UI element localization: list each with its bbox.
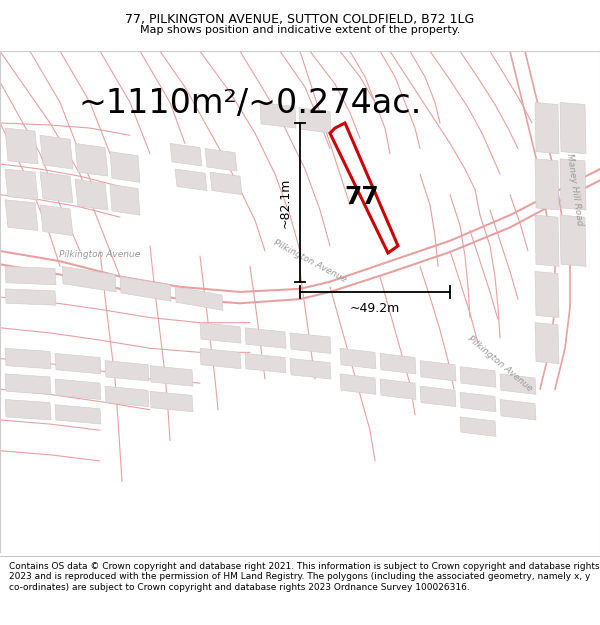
Polygon shape bbox=[560, 159, 586, 210]
Text: 77: 77 bbox=[344, 185, 379, 209]
Polygon shape bbox=[380, 379, 416, 399]
Polygon shape bbox=[535, 271, 559, 318]
Polygon shape bbox=[460, 367, 496, 388]
Text: Pilkington Avenue: Pilkington Avenue bbox=[466, 334, 534, 393]
Polygon shape bbox=[205, 149, 237, 171]
Polygon shape bbox=[110, 184, 140, 215]
Polygon shape bbox=[299, 107, 331, 133]
Polygon shape bbox=[340, 348, 376, 369]
Polygon shape bbox=[5, 348, 51, 369]
Text: Pilkington Avenue: Pilkington Avenue bbox=[272, 238, 348, 284]
Polygon shape bbox=[62, 266, 116, 292]
Polygon shape bbox=[55, 404, 101, 424]
Polygon shape bbox=[535, 159, 559, 210]
Polygon shape bbox=[420, 386, 456, 407]
Text: ~49.2m: ~49.2m bbox=[350, 302, 400, 315]
Polygon shape bbox=[40, 205, 73, 236]
Polygon shape bbox=[340, 374, 376, 394]
Polygon shape bbox=[105, 386, 149, 407]
Polygon shape bbox=[245, 328, 286, 348]
Polygon shape bbox=[460, 417, 496, 436]
Text: ~1110m²/~0.274ac.: ~1110m²/~0.274ac. bbox=[79, 87, 422, 120]
Polygon shape bbox=[55, 379, 101, 399]
Polygon shape bbox=[420, 361, 456, 381]
Polygon shape bbox=[380, 353, 416, 374]
Polygon shape bbox=[40, 135, 73, 169]
Text: Contains OS data © Crown copyright and database right 2021. This information is : Contains OS data © Crown copyright and d… bbox=[9, 562, 599, 591]
Text: Pilkington Avenue: Pilkington Avenue bbox=[59, 249, 140, 259]
Polygon shape bbox=[460, 392, 496, 412]
Polygon shape bbox=[175, 287, 223, 311]
Polygon shape bbox=[290, 333, 331, 353]
Polygon shape bbox=[110, 152, 140, 182]
Polygon shape bbox=[260, 102, 296, 128]
Polygon shape bbox=[150, 366, 193, 386]
Polygon shape bbox=[245, 353, 286, 373]
Polygon shape bbox=[75, 143, 108, 176]
Polygon shape bbox=[175, 169, 207, 191]
Polygon shape bbox=[170, 143, 202, 166]
Polygon shape bbox=[200, 322, 241, 343]
Polygon shape bbox=[5, 374, 51, 394]
Polygon shape bbox=[5, 289, 56, 305]
Polygon shape bbox=[560, 215, 586, 266]
Polygon shape bbox=[535, 322, 559, 364]
Polygon shape bbox=[120, 277, 171, 301]
Text: Maney Hill Road: Maney Hill Road bbox=[565, 153, 584, 226]
Polygon shape bbox=[500, 399, 536, 420]
Text: ~82.1m: ~82.1m bbox=[279, 177, 292, 227]
Text: 77, PILKINGTON AVENUE, SUTTON COLDFIELD, B72 1LG: 77, PILKINGTON AVENUE, SUTTON COLDFIELD,… bbox=[125, 12, 475, 26]
Polygon shape bbox=[535, 102, 559, 154]
Polygon shape bbox=[105, 361, 149, 381]
Polygon shape bbox=[150, 391, 193, 412]
Polygon shape bbox=[200, 348, 241, 369]
Text: Map shows position and indicative extent of the property.: Map shows position and indicative extent… bbox=[140, 25, 460, 35]
Polygon shape bbox=[500, 374, 536, 394]
Polygon shape bbox=[560, 102, 586, 154]
Polygon shape bbox=[40, 172, 73, 203]
Polygon shape bbox=[5, 266, 56, 285]
Polygon shape bbox=[75, 179, 108, 210]
Polygon shape bbox=[5, 399, 51, 420]
Polygon shape bbox=[290, 359, 331, 379]
Polygon shape bbox=[210, 172, 242, 194]
Polygon shape bbox=[5, 169, 38, 200]
Polygon shape bbox=[55, 353, 101, 374]
Polygon shape bbox=[5, 200, 38, 231]
Polygon shape bbox=[535, 215, 559, 266]
Polygon shape bbox=[5, 128, 38, 164]
